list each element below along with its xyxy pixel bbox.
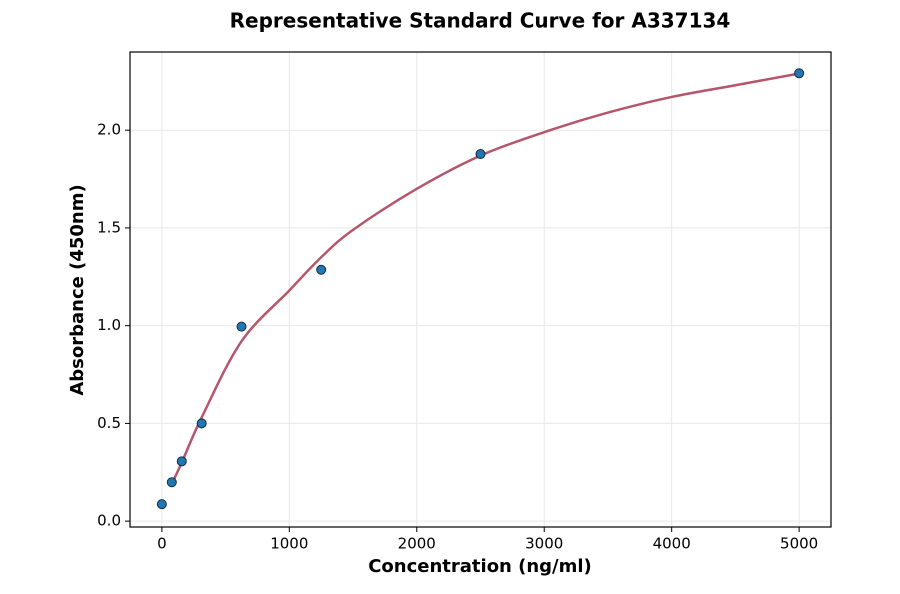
y-tick-label: 0.5 <box>97 414 121 432</box>
y-tick-label: 1.5 <box>97 218 121 236</box>
x-tick-label: 1000 <box>270 535 308 553</box>
data-point <box>236 321 247 332</box>
data-point <box>475 149 486 160</box>
y-tick-label: 2.0 <box>97 121 121 139</box>
x-tick-label: 2000 <box>398 535 436 553</box>
fit-curve <box>170 72 800 485</box>
x-tick-label: 0 <box>157 535 167 553</box>
y-axis-label: Absorbance (450nm) <box>67 184 88 395</box>
y-tick-label: 0.0 <box>97 512 121 530</box>
x-tick-label: 4000 <box>653 535 691 553</box>
x-tick-label: 5000 <box>780 535 818 553</box>
y-tick-label: 1.0 <box>97 316 121 334</box>
data-point <box>196 418 207 429</box>
data-point <box>166 477 177 488</box>
x-tick-label: 3000 <box>525 535 563 553</box>
x-axis-label: Concentration (ng/ml) <box>368 556 592 577</box>
plot-frame <box>129 51 832 528</box>
data-point <box>156 499 167 510</box>
chart-title: Representative Standard Curve for A33713… <box>230 9 731 33</box>
data-point <box>176 456 187 467</box>
data-point <box>316 264 327 275</box>
data-point <box>794 68 805 79</box>
